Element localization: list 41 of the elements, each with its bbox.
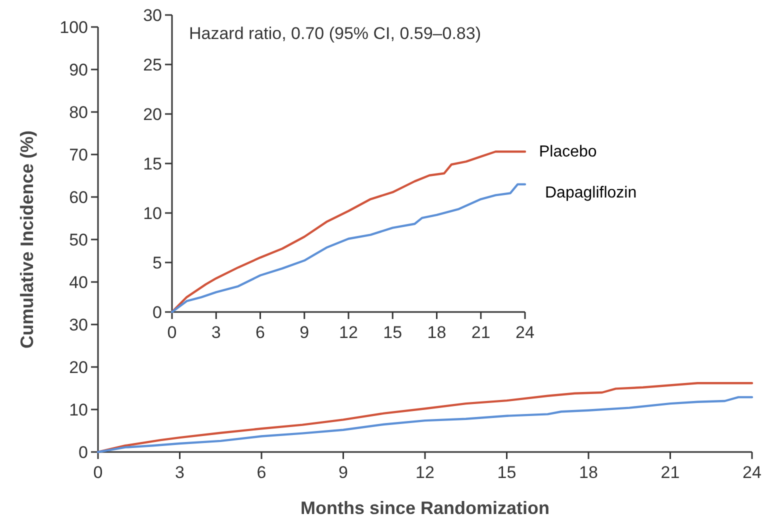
- y-tick-label: 40: [69, 273, 88, 292]
- x-tick-label: 9: [338, 463, 348, 482]
- y-tick-label: 0: [78, 443, 88, 462]
- y-tick-label: 0: [152, 303, 162, 322]
- y-tick-label: 70: [69, 146, 88, 164]
- y-tick-label: 80: [69, 103, 88, 122]
- y-axis-title: Cumulative Incidence (%): [17, 130, 37, 349]
- annotation: Hazard ratio, 0.70 (95% CI, 0.59–0.83): [189, 24, 481, 43]
- y-tick-label: 60: [69, 188, 88, 207]
- y-tick-label: 20: [69, 358, 88, 377]
- x-tick-label: 9: [300, 323, 310, 342]
- y-tick-label: 30: [143, 6, 162, 25]
- y-tick-label: 15: [143, 154, 162, 174]
- series-label: Dapagliflozin: [545, 184, 637, 202]
- y-tick-label: 90: [69, 60, 88, 80]
- y-tick-label: 10: [143, 204, 162, 223]
- y-tick-label: 5: [152, 254, 162, 272]
- x-axis-title: Months since Randomization: [300, 498, 550, 518]
- x-tick-label: 0: [167, 323, 177, 342]
- x-tick-label: 12: [339, 323, 358, 342]
- x-tick-label: 6: [256, 323, 265, 342]
- y-tick-label: 100: [60, 18, 88, 37]
- x-tick-label: 12: [416, 463, 434, 482]
- x-tick-label: 3: [211, 323, 221, 342]
- y-tick-label: 50: [69, 230, 88, 250]
- y-tick-label: 25: [143, 56, 162, 74]
- x-tick-label: 18: [579, 463, 598, 482]
- x-tick-label: 15: [497, 463, 516, 482]
- x-tick-label: 18: [427, 323, 446, 342]
- x-tick-label: 6: [256, 463, 266, 482]
- x-tick-label: 24: [516, 323, 534, 342]
- series-label: Placebo: [539, 144, 597, 161]
- x-tick-label: 24: [742, 463, 762, 482]
- y-tick-label: 30: [69, 316, 88, 334]
- x-tick-label: 21: [471, 323, 490, 342]
- x-tick-label: 21: [660, 463, 680, 482]
- x-tick-label: 3: [175, 463, 184, 482]
- x-tick-label: 15: [383, 323, 402, 342]
- x-tick-label: 0: [93, 463, 103, 482]
- y-tick-label: 10: [69, 400, 88, 420]
- y-tick-label: 20: [143, 105, 162, 124]
